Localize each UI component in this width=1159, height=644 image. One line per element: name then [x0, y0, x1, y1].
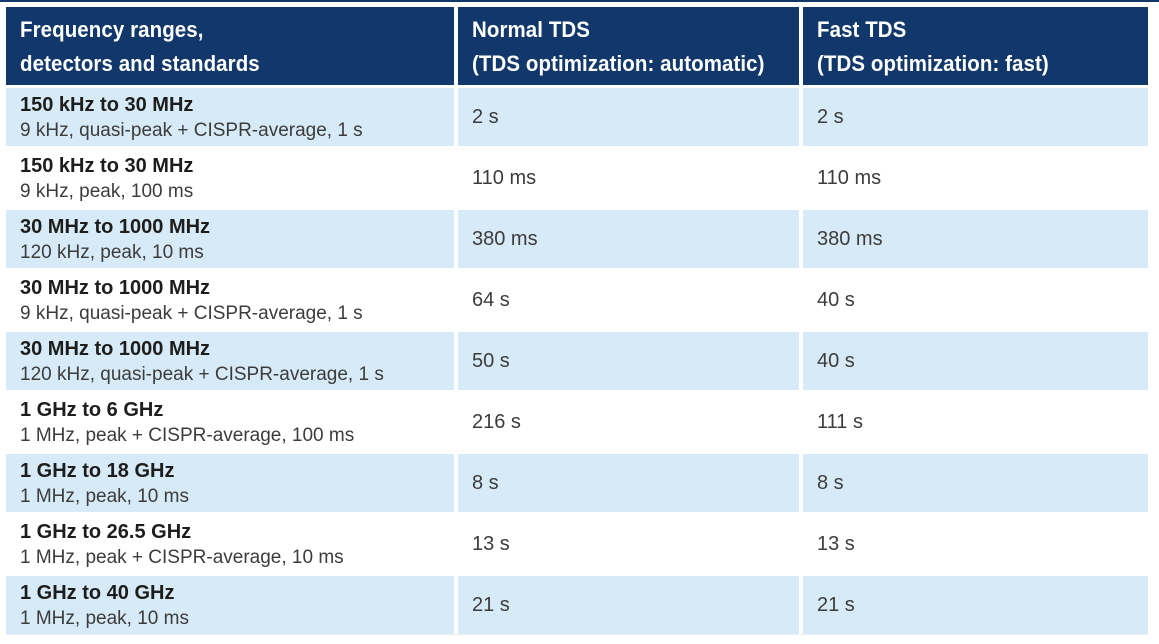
header-cell-frequency-ranges: Frequency ranges, detectors and standard…: [6, 7, 454, 85]
normal-tds-value: 13 s: [458, 515, 799, 573]
normal-tds-value: 8 s: [458, 454, 799, 512]
detector-detail: 9 kHz, peak, 100 ms: [20, 181, 194, 202]
normal-tds-value: 21 s: [458, 576, 799, 634]
frequency-range: 150 kHz to 30 MHz: [20, 94, 194, 116]
header-line: detectors and standards: [20, 51, 260, 76]
header-line: Normal TDS: [472, 17, 591, 42]
normal-tds-value: 2 s: [458, 88, 799, 146]
detector-detail: 120 kHz, peak, 10 ms: [20, 242, 204, 263]
normal-tds-value: 50 s: [458, 332, 799, 390]
frequency-range: 1 GHz to 18 GHz: [20, 460, 175, 482]
table-row-cell-range: 1 GHz to 26.5 GHz 1 MHz, peak + CISPR-av…: [6, 515, 454, 573]
header-text-wrap: Normal TDS (TDS optimization: automatic): [472, 13, 765, 81]
frequency-range: 150 kHz to 30 MHz: [20, 155, 194, 177]
detector-detail: 1 MHz, peak, 10 ms: [20, 486, 189, 507]
normal-tds-value: 380 ms: [458, 210, 799, 268]
fast-tds-value: 40 s: [803, 271, 1148, 329]
table-row-cell-range: 1 GHz to 6 GHz 1 MHz, peak + CISPR-avera…: [6, 393, 454, 451]
fast-tds-value: 8 s: [803, 454, 1148, 512]
fast-tds-value: 21 s: [803, 576, 1148, 634]
frequency-range: 1 GHz to 40 GHz: [20, 582, 175, 604]
fast-tds-value: 2 s: [803, 88, 1148, 146]
detector-detail: 1 MHz, peak + CISPR-average, 100 ms: [20, 425, 355, 446]
detector-detail: 1 MHz, peak + CISPR-average, 10 ms: [20, 547, 344, 568]
header-text-wrap: Frequency ranges, detectors and standard…: [20, 13, 411, 81]
frequency-range: 30 MHz to 1000 MHz: [20, 216, 211, 238]
detector-detail: 1 MHz, peak, 10 ms: [20, 608, 189, 629]
fast-tds-value: 380 ms: [803, 210, 1148, 268]
fast-tds-value: 40 s: [803, 332, 1148, 390]
normal-tds-value: 64 s: [458, 271, 799, 329]
header-line: (TDS optimization: fast): [817, 51, 1049, 76]
detector-detail: 9 kHz, quasi-peak + CISPR-average, 1 s: [20, 120, 363, 141]
fast-tds-value: 110 ms: [803, 149, 1148, 207]
table-row-cell-range: 1 GHz to 18 GHz 1 MHz, peak, 10 ms: [6, 454, 454, 512]
frequency-range: 30 MHz to 1000 MHz: [20, 338, 211, 360]
header-line: Fast TDS: [817, 17, 907, 42]
header-cell-normal-tds: Normal TDS (TDS optimization: automatic): [458, 7, 799, 85]
normal-tds-value: 110 ms: [458, 149, 799, 207]
frequency-range: 1 GHz to 26.5 GHz: [20, 521, 192, 543]
header-line: Frequency ranges,: [20, 17, 204, 42]
table-row-cell-range: 1 GHz to 40 GHz 1 MHz, peak, 10 ms: [6, 576, 454, 634]
fast-tds-value: 111 s: [803, 393, 1148, 451]
top-rule-divider: [0, 0, 1159, 2]
header-line: (TDS optimization: automatic): [472, 51, 765, 76]
frequency-range: 1 GHz to 6 GHz: [20, 399, 164, 421]
detector-detail: 120 kHz, quasi-peak + CISPR-average, 1 s: [20, 364, 384, 385]
table-row-cell-range: 150 kHz to 30 MHz 9 kHz, quasi-peak + CI…: [6, 88, 454, 146]
table-row-cell-range: 30 MHz to 1000 MHz 120 kHz, peak, 10 ms: [6, 210, 454, 268]
header-cell-fast-tds: Fast TDS (TDS optimization: fast): [803, 7, 1148, 85]
table-row-cell-range: 30 MHz to 1000 MHz 120 kHz, quasi-peak +…: [6, 332, 454, 390]
fast-tds-value: 13 s: [803, 515, 1148, 573]
bottom-hairline-divider: [6, 634, 1148, 635]
tds-scan-time-table: Frequency ranges, detectors and standard…: [6, 7, 1148, 634]
header-text-wrap: Fast TDS (TDS optimization: fast): [817, 13, 1112, 81]
table-row-cell-range: 150 kHz to 30 MHz 9 kHz, peak, 100 ms: [6, 149, 454, 207]
normal-tds-value: 216 s: [458, 393, 799, 451]
detector-detail: 9 kHz, quasi-peak + CISPR-average, 1 s: [20, 303, 363, 324]
frequency-range: 30 MHz to 1000 MHz: [20, 277, 211, 299]
table-row-cell-range: 30 MHz to 1000 MHz 9 kHz, quasi-peak + C…: [6, 271, 454, 329]
